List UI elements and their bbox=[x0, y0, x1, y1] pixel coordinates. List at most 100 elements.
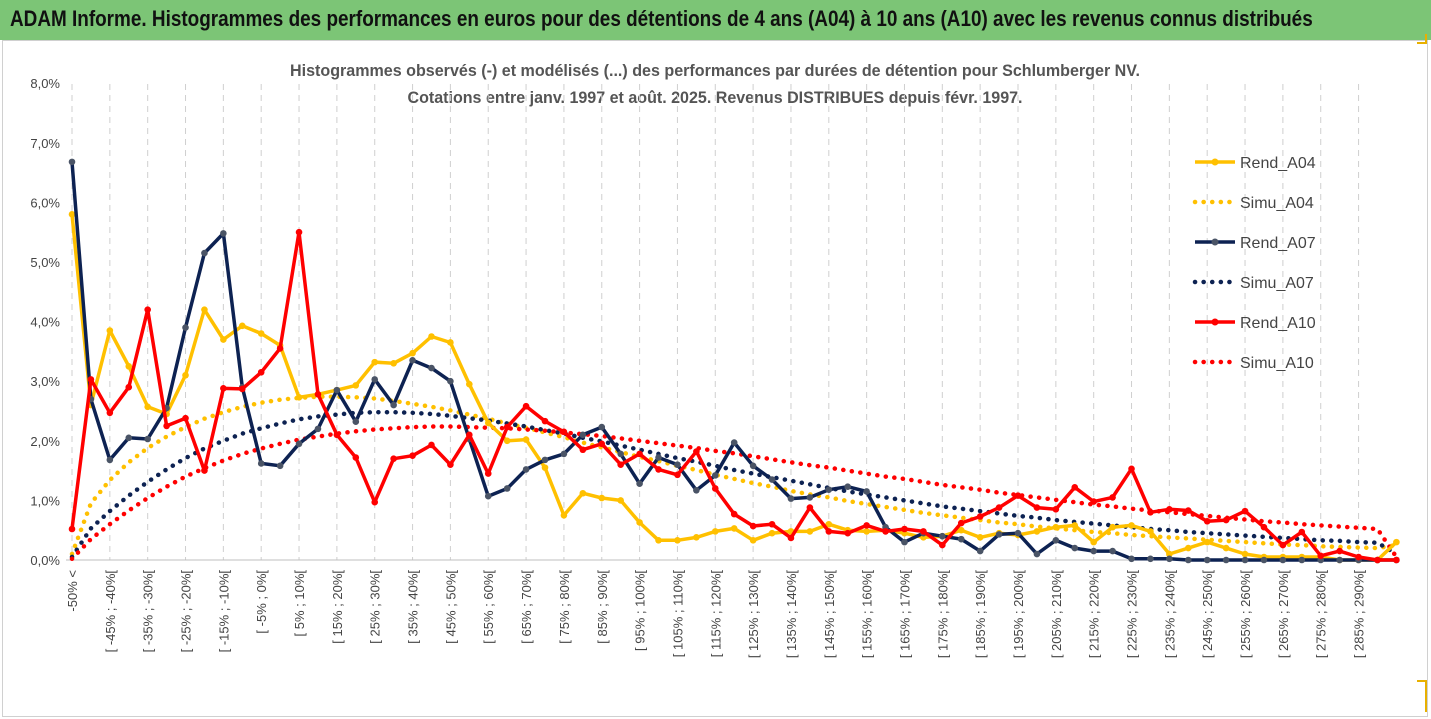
series-Rend_A04 bbox=[68, 211, 1400, 564]
data-point-Rend_A04 bbox=[617, 497, 624, 504]
data-point-Rend_A10 bbox=[1317, 552, 1325, 560]
data-point-Rend_A04 bbox=[1166, 550, 1173, 558]
data-point-Rend_A10 bbox=[541, 417, 549, 425]
y-axis: 0,0% 1,0% 2,0% 3,0% 4,0% 5,0% 6,0% 7,0% 8,0% bbox=[30, 76, 60, 568]
data-point-Rend_A07 bbox=[522, 466, 530, 473]
legend-label: Simu_A07 bbox=[1240, 275, 1314, 292]
data-point-Rend_A07 bbox=[636, 480, 643, 488]
data-point-Rend_A10 bbox=[825, 528, 833, 535]
data-point-Rend_A07 bbox=[768, 476, 776, 483]
data-point-Rend_A04 bbox=[560, 512, 568, 519]
data-point-Rend_A07 bbox=[1222, 556, 1230, 564]
data-point-Rend_A04 bbox=[1033, 528, 1041, 535]
data-point-Rend_A04 bbox=[976, 534, 984, 541]
legend-label: Simu_A10 bbox=[1240, 355, 1314, 372]
data-point-Rend_A07 bbox=[655, 454, 662, 461]
data-point-Rend_A04 bbox=[579, 489, 587, 497]
data-point-Rend_A07 bbox=[863, 488, 870, 495]
x-tick-label: [ -35% ; -30%[ bbox=[141, 570, 156, 653]
data-point-Rend_A07 bbox=[749, 462, 757, 470]
data-point-Rend_A10 bbox=[106, 409, 114, 417]
chart-title-line-1: Histogrammes observés (-) et modélisés (… bbox=[290, 61, 1140, 80]
y-tick-label: 6,0% bbox=[30, 195, 60, 210]
data-point-Rend_A10 bbox=[314, 391, 322, 398]
data-point-Rend_A07 bbox=[352, 418, 360, 426]
data-point-Rend_A10 bbox=[1355, 553, 1362, 561]
data-point-Rend_A07 bbox=[957, 535, 965, 543]
data-point-Rend_A04 bbox=[220, 336, 227, 343]
data-point-Rend_A04 bbox=[125, 363, 133, 370]
data-point-Rend_A10 bbox=[1241, 507, 1249, 515]
data-point-Rend_A07 bbox=[1052, 537, 1060, 544]
data-point-Rend_A10 bbox=[503, 423, 511, 431]
data-point-Rend_A10 bbox=[711, 485, 719, 492]
x-tick-label: [ 125% ; 130%[ bbox=[746, 570, 761, 659]
x-tick-label: [ -45% ; -40%[ bbox=[103, 570, 118, 653]
data-point-Rend_A10 bbox=[674, 471, 681, 479]
data-point-Rend_A10 bbox=[1071, 483, 1079, 491]
series-Simu_A10 bbox=[69, 424, 1399, 562]
data-point-Rend_A04 bbox=[825, 520, 833, 528]
data-point-Rend_A04 bbox=[1090, 538, 1097, 546]
data-point-Rend_A04 bbox=[806, 528, 814, 535]
x-tick-label: [ 285% ; 290%[ bbox=[1352, 570, 1367, 659]
x-tick-label: [ 225% ; 230%[ bbox=[1125, 570, 1140, 659]
data-point-Rend_A10 bbox=[257, 368, 265, 376]
data-point-Rend_A04 bbox=[749, 537, 757, 544]
data-point-Rend_A07 bbox=[409, 357, 416, 364]
legend-label: Rend_A04 bbox=[1240, 155, 1316, 172]
data-point-Rend_A04 bbox=[68, 211, 76, 218]
data-point-Rend_A10 bbox=[371, 498, 379, 506]
data-point-Rend_A04 bbox=[1071, 522, 1079, 529]
data-point-Rend_A10 bbox=[1184, 507, 1192, 514]
data-point-Rend_A04 bbox=[238, 322, 246, 330]
data-point-Rend_A10 bbox=[144, 306, 151, 313]
data-point-Rend_A07 bbox=[1033, 550, 1041, 558]
series-Rend_A07 bbox=[68, 158, 1400, 564]
data-point-Rend_A07 bbox=[674, 461, 681, 468]
data-point-Rend_A04 bbox=[1184, 544, 1192, 552]
y-tick-label: 7,0% bbox=[30, 136, 60, 151]
data-point-Rend_A07 bbox=[730, 439, 738, 446]
data-point-Rend_A04 bbox=[1203, 538, 1211, 546]
x-tick-label: [ 265% ; 270%[ bbox=[1276, 570, 1291, 659]
data-point-Rend_A10 bbox=[844, 529, 852, 537]
data-point-Rend_A07 bbox=[560, 450, 568, 458]
data-point-Rend_A04 bbox=[1222, 544, 1230, 552]
data-point-Rend_A04 bbox=[295, 393, 303, 401]
data-point-Rend_A10 bbox=[882, 528, 889, 535]
data-point-Rend_A04 bbox=[768, 529, 776, 537]
data-point-Rend_A07 bbox=[276, 462, 284, 470]
data-point-Rend_A10 bbox=[1090, 498, 1097, 505]
legend-item-Rend_A07: Rend_A07 bbox=[1195, 235, 1316, 252]
x-tick-label: [ 85% ; 90%[ bbox=[595, 570, 610, 644]
data-point-Rend_A04 bbox=[636, 519, 643, 526]
data-point-Rend_A07 bbox=[711, 472, 719, 479]
data-point-Rend_A10 bbox=[730, 510, 738, 518]
data-point-Rend_A07 bbox=[314, 425, 322, 433]
legend-item-Rend_A04: Rend_A04 bbox=[1195, 155, 1316, 172]
legend-label: Rend_A07 bbox=[1240, 235, 1316, 252]
data-point-Rend_A07 bbox=[995, 531, 1003, 538]
data-point-Rend_A07 bbox=[825, 486, 833, 493]
data-point-Rend_A07 bbox=[220, 230, 227, 237]
x-tick-label: [ 115% ; 120%[ bbox=[708, 570, 723, 658]
data-point-Rend_A04 bbox=[1393, 538, 1400, 546]
legend-marker bbox=[1211, 238, 1219, 246]
legend-item-Simu_A10: Simu_A10 bbox=[1192, 355, 1314, 372]
x-tick-label: [ 5% ; 10%[ bbox=[292, 570, 307, 637]
data-point-Rend_A10 bbox=[1109, 494, 1116, 501]
data-point-Rend_A07 bbox=[1279, 556, 1287, 564]
data-point-Rend_A07 bbox=[201, 249, 208, 257]
data-point-Rend_A07 bbox=[125, 434, 133, 442]
data-point-Rend_A04 bbox=[371, 358, 379, 366]
data-point-Rend_A10 bbox=[617, 461, 624, 468]
data-point-Rend_A10 bbox=[68, 525, 76, 533]
data-point-Rend_A07 bbox=[1147, 555, 1154, 563]
data-point-Rend_A04 bbox=[863, 528, 870, 535]
data-point-Rend_A04 bbox=[957, 526, 965, 534]
data-point-Rend_A04 bbox=[655, 537, 662, 544]
data-point-Rend_A10 bbox=[352, 454, 360, 461]
data-point-Rend_A10 bbox=[125, 383, 133, 391]
